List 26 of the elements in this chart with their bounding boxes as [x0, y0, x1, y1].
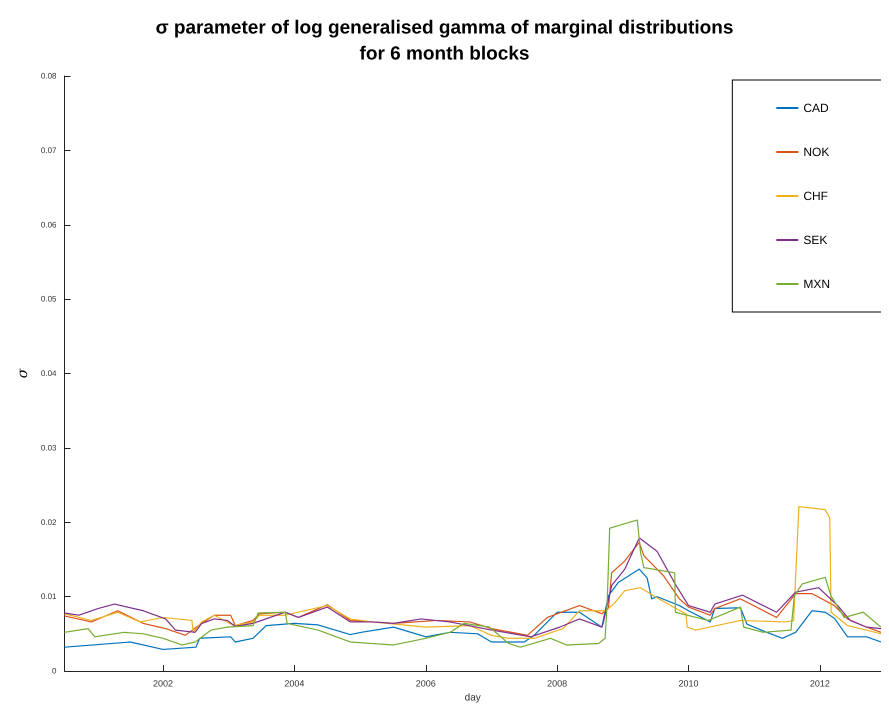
y-tick-label: 0.02	[40, 518, 58, 527]
y-axis-title: σ	[15, 368, 31, 378]
y-tick-label: 0.06	[40, 220, 58, 230]
chart-title: σ parameter of log generalised gamma of marginal distributions for 6 month blocks	[156, 18, 734, 64]
y-tick-label: 0.05	[40, 294, 58, 304]
line-series	[64, 519, 881, 648]
line-series	[64, 506, 881, 639]
legend-label: CHF	[803, 189, 828, 203]
y-tick-label: 0.04	[40, 369, 58, 378]
x-tick-label: 2008	[547, 678, 568, 688]
x-tick-label: 2010	[678, 678, 699, 688]
legend-label: MXN	[803, 277, 830, 291]
legend-label: CAD	[803, 101, 830, 115]
x-tick-label: 2012	[810, 678, 830, 688]
y-tick-label: 0.08	[40, 72, 58, 80]
y-tick-label: 0.07	[40, 146, 58, 155]
line-series	[64, 568, 881, 650]
x-tick-label: 2002	[152, 678, 174, 688]
y-tick-label: 0.03	[40, 443, 58, 452]
x-tick-label: 2004	[284, 678, 304, 688]
x-axis-title: day	[464, 692, 481, 704]
y-tick-label: 0.01	[40, 592, 58, 602]
x-tick-label: 2006	[416, 678, 436, 688]
y-tick-label: 0	[52, 666, 58, 676]
legend-label: NOK	[803, 145, 830, 159]
legend-label: SEK	[803, 233, 828, 247]
